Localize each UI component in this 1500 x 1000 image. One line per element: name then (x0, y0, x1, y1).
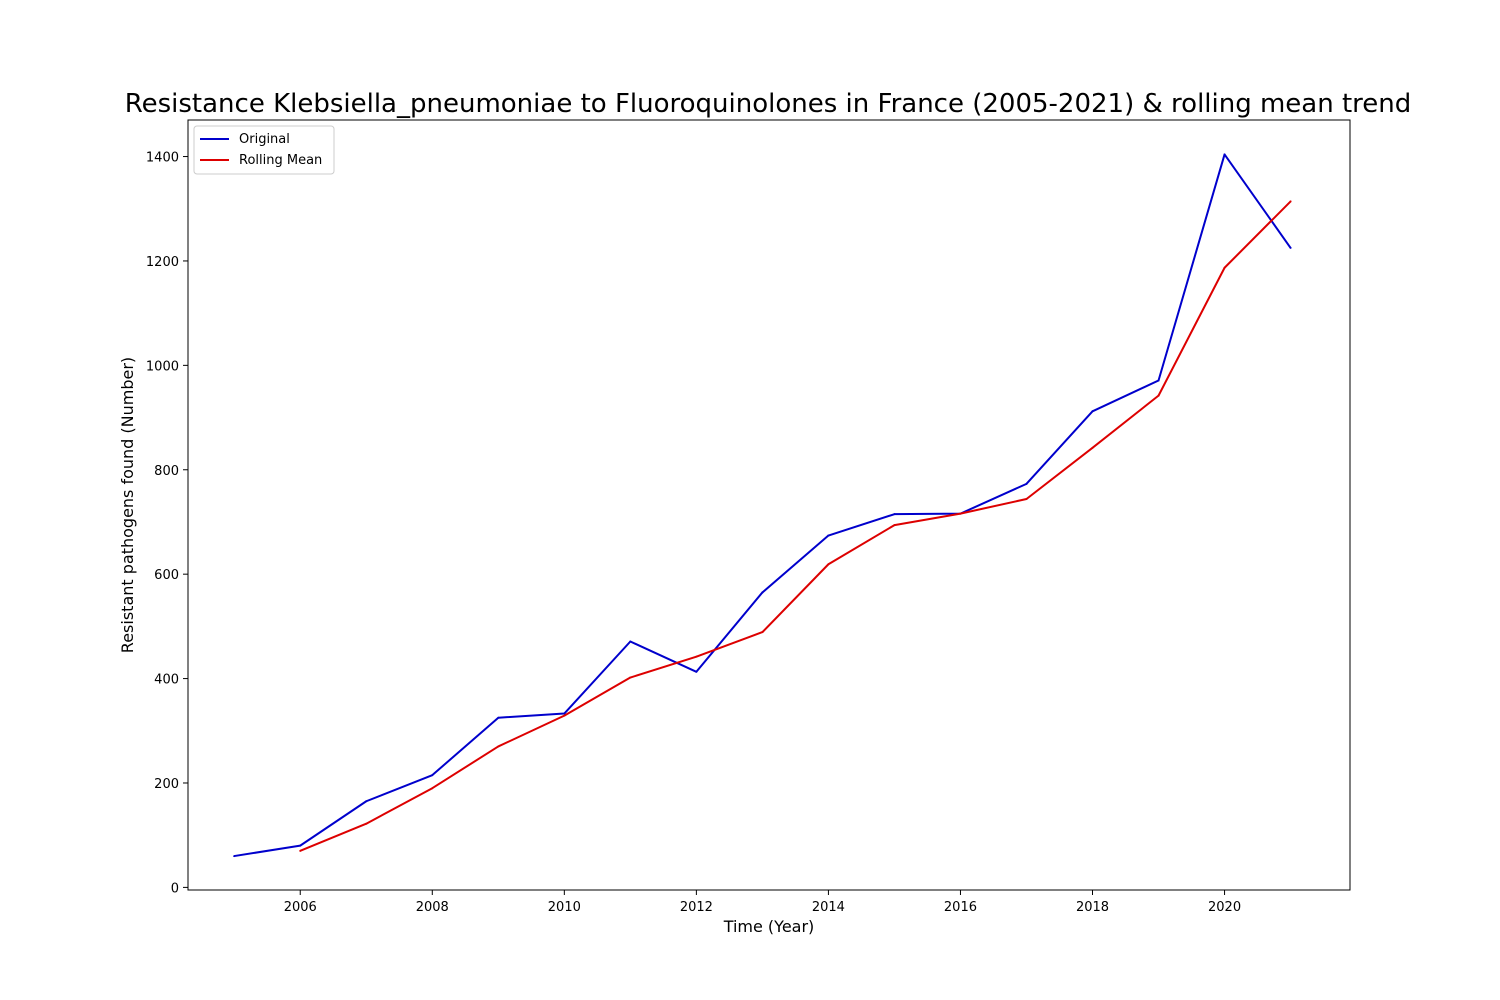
data-point-original (1025, 482, 1028, 485)
data-point-original (563, 712, 566, 715)
data-point-rolling-mean (365, 822, 368, 825)
data-point-original (761, 591, 764, 594)
data-point-rolling-mean (695, 655, 698, 658)
data-point-original (1091, 410, 1094, 413)
legend-label-original: Original (239, 132, 290, 147)
data-point-original (365, 800, 368, 803)
data-point-original (1157, 379, 1160, 382)
data-point-rolling-mean (299, 849, 302, 852)
data-point-rolling-mean (1223, 266, 1226, 269)
data-point-rolling-mean (1091, 446, 1094, 449)
series-line-rolling-mean (299, 200, 1292, 852)
data-point-rolling-mean (959, 512, 962, 515)
data-point-original (299, 844, 302, 847)
x-tick-label: 2014 (812, 900, 845, 915)
data-point-original (629, 640, 632, 643)
y-tick-label: 600 (154, 568, 179, 583)
data-point-rolling-mean (761, 631, 764, 634)
data-point-original (1223, 153, 1226, 156)
data-point-original (233, 855, 236, 858)
data-point-original (827, 534, 830, 537)
y-tick-label: 200 (154, 777, 179, 792)
legend-label-rolling-mean: Rolling Mean (239, 153, 322, 168)
legend: Original Rolling Mean (193, 125, 335, 175)
data-point-original (431, 774, 434, 777)
y-tick-label: 400 (154, 673, 179, 688)
x-tick-label: 2006 (284, 900, 317, 915)
y-tick-label: 800 (154, 464, 179, 479)
data-point-original (695, 670, 698, 673)
y-axis-label: Resistant pathogens found (Number) (118, 357, 137, 653)
data-point-rolling-mean (563, 714, 566, 717)
y-tick-label: 1200 (146, 255, 179, 270)
chart-title: Resistance Klebsiella_pneumoniae to Fluo… (125, 89, 1412, 119)
x-tick-label: 2012 (680, 900, 713, 915)
data-point-rolling-mean (1157, 394, 1160, 397)
x-axis-label: Time (Year) (723, 917, 815, 936)
x-tick-label: 2016 (944, 900, 977, 915)
data-point-rolling-mean (629, 676, 632, 679)
data-point-original (1289, 246, 1292, 249)
data-point-rolling-mean (497, 745, 500, 748)
data-point-rolling-mean (431, 787, 434, 790)
data-point-rolling-mean (1289, 200, 1292, 203)
data-point-original (497, 716, 500, 719)
series-layer (233, 153, 1292, 858)
x-tick-label: 2018 (1076, 900, 1109, 915)
plot-area (187, 119, 1351, 891)
x-tick-label: 2020 (1208, 900, 1241, 915)
y-tick-label: 1400 (146, 151, 179, 166)
x-axis: 2006 2008 2010 2012 2014 2016 2018 2020 (284, 890, 1241, 915)
data-point-rolling-mean (1025, 497, 1028, 500)
data-point-rolling-mean (827, 563, 830, 566)
x-tick-label: 2010 (548, 900, 581, 915)
data-point-original (893, 513, 896, 516)
data-point-rolling-mean (893, 524, 896, 527)
x-tick-label: 2008 (416, 900, 449, 915)
y-tick-label: 0 (171, 881, 179, 896)
y-tick-label: 1000 (146, 359, 179, 374)
y-axis: 0 200 400 600 800 1000 1200 1400 (146, 151, 188, 896)
